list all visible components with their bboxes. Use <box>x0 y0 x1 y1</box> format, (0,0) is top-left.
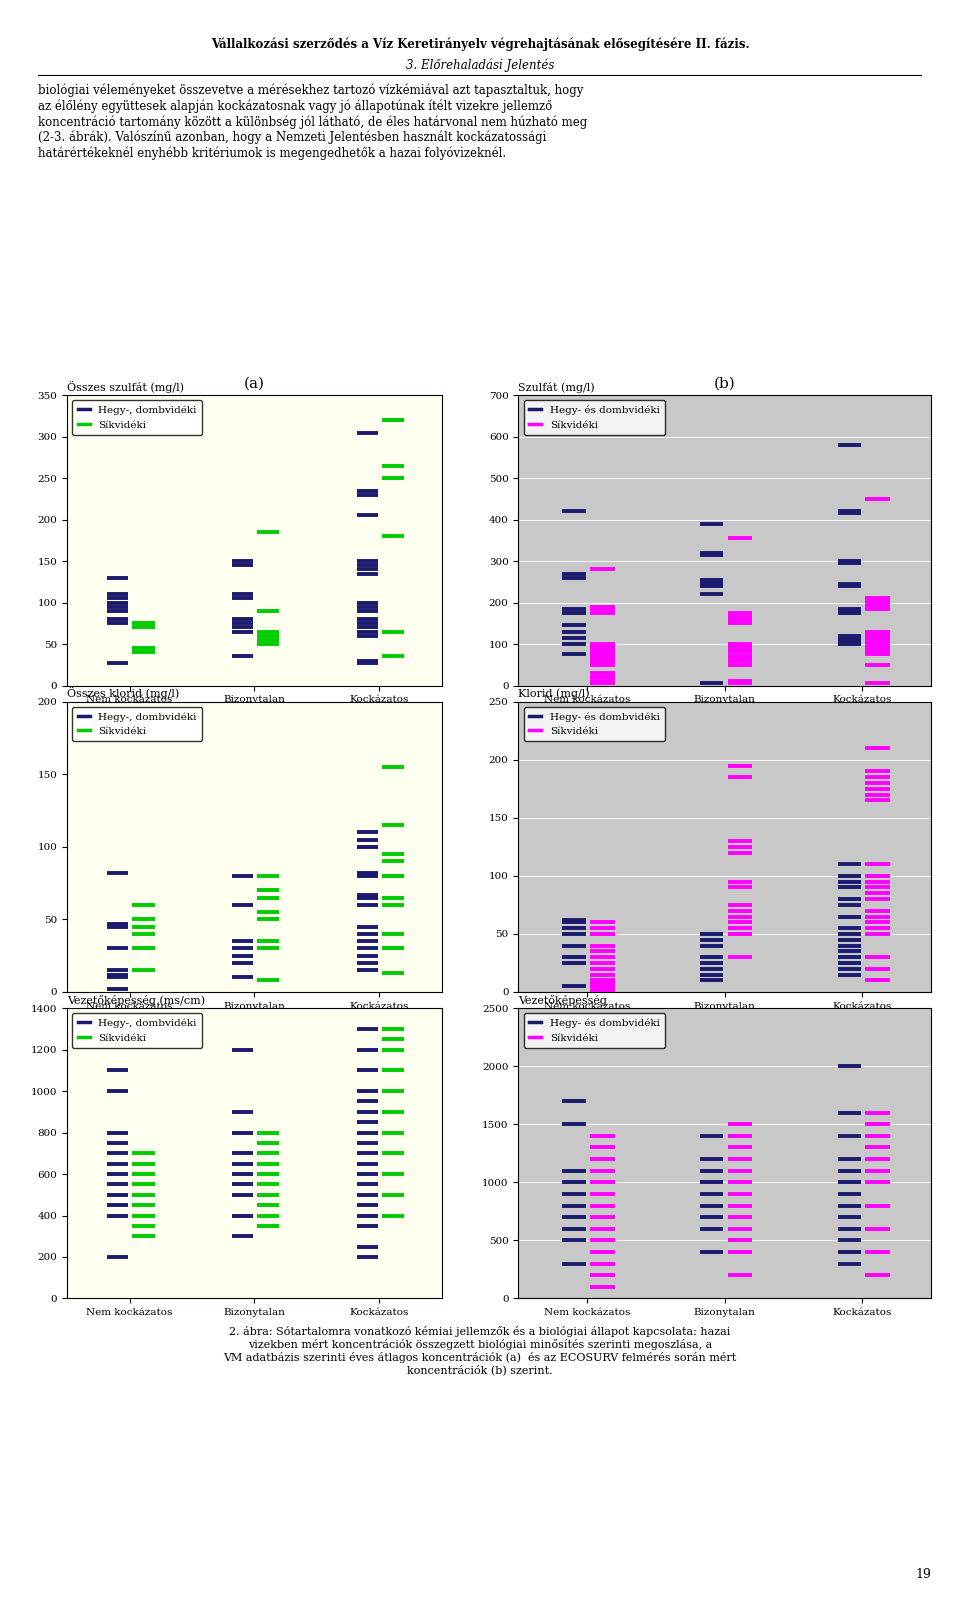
Text: Vezetőképesség (ms/cm): Vezetőképesség (ms/cm) <box>67 995 205 1007</box>
Legend: Hegy-, dombvidéki, Síkvidéki: Hegy-, dombvidéki, Síkvidéki <box>72 1013 202 1048</box>
Text: (b): (b) <box>714 376 735 390</box>
Text: Vállalkozási szerződés a Víz Keretirányelv végrehajtásának elősegítésére II. fáz: Vállalkozási szerződés a Víz Keretiránye… <box>210 37 750 50</box>
Text: 19: 19 <box>915 1568 931 1581</box>
Text: Szulfát (mg/l): Szulfát (mg/l) <box>518 382 595 394</box>
Legend: Hegy- és dombvidéki, Síkvidéki: Hegy- és dombvidéki, Síkvidéki <box>523 706 664 742</box>
Legend: Hegy- és dombvidéki, Síkvidéki: Hegy- és dombvidéki, Síkvidéki <box>523 400 664 436</box>
Legend: Hegy- és dombvidéki, Síkvidéki: Hegy- és dombvidéki, Síkvidéki <box>523 1013 664 1048</box>
Text: 2. ábra: Sótartalomra vonatkozó kémiai jellemzők és a biológiai állapot kapcsola: 2. ábra: Sótartalomra vonatkozó kémiai j… <box>224 1326 736 1376</box>
Text: 3. Előrehaladási Jelentés: 3. Előrehaladási Jelentés <box>406 58 554 71</box>
Legend: Hegy-, dombvidéki, Síkvidéki: Hegy-, dombvidéki, Síkvidéki <box>72 400 202 436</box>
Text: (a): (a) <box>244 376 265 390</box>
Text: Vezetőképesség: Vezetőképesség <box>518 995 608 1007</box>
Legend: Hegy-, dombvidéki, Síkvidéki: Hegy-, dombvidéki, Síkvidéki <box>72 706 202 742</box>
Text: biológiai véleményeket összevetve a mérésekhez tartozó vízkémiával azt tapasztal: biológiai véleményeket összevetve a méré… <box>38 84 588 160</box>
Text: Összes klorid (mg/l): Összes klorid (mg/l) <box>67 687 180 700</box>
Text: Klorid (mg/l): Klorid (mg/l) <box>518 689 590 700</box>
Text: Összes szulfát (mg/l): Összes szulfát (mg/l) <box>67 381 184 394</box>
